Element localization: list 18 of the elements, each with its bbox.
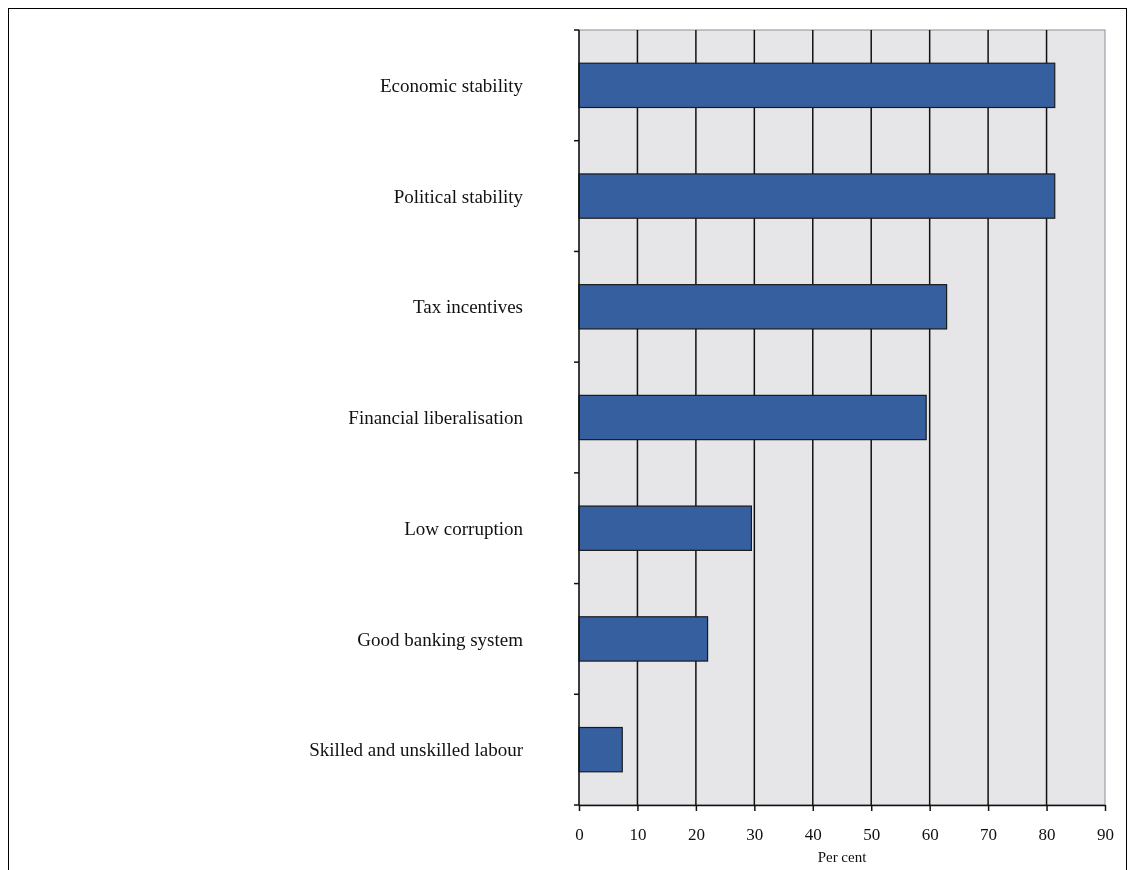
- x-tick-label: 80: [1038, 824, 1056, 844]
- y-tick-label: Good banking system: [357, 628, 524, 650]
- x-tick-label: 30: [746, 824, 764, 844]
- y-tick-label: Skilled and unskilled labour: [309, 739, 524, 761]
- x-tick-label: 90: [1097, 824, 1114, 844]
- x-tick-label: 40: [804, 824, 822, 844]
- y-tick-label: Economic stability: [379, 75, 524, 97]
- x-tick-label: 0: [575, 824, 584, 844]
- y-tick-label: Tax incentives: [413, 296, 523, 318]
- x-axis-title: Per cent: [817, 849, 868, 865]
- x-tick-label: 50: [863, 824, 881, 844]
- y-tick-label: Political stability: [393, 185, 524, 207]
- y-tick-label: Financial liberalisation: [348, 407, 524, 429]
- y-tick-label: Low corruption: [404, 517, 524, 539]
- x-tick-label: 60: [921, 824, 939, 844]
- x-tick-label: 70: [980, 824, 998, 844]
- x-tick-label: 20: [687, 824, 705, 844]
- x-tick-label: 10: [629, 824, 647, 844]
